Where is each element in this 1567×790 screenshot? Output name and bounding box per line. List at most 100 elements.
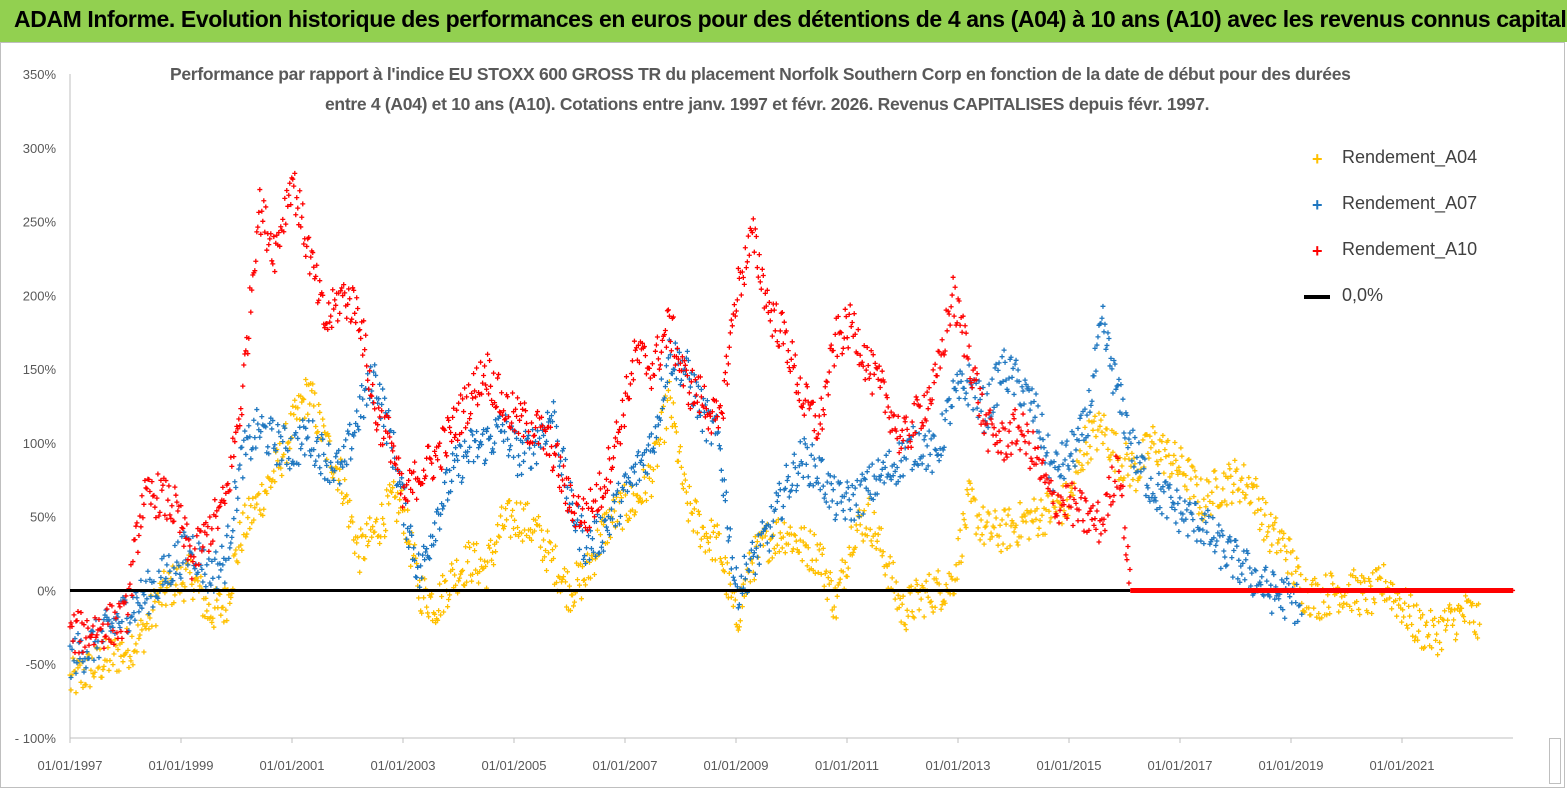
data-point: [217, 561, 223, 567]
data-point: [1269, 610, 1275, 616]
data-point: [262, 229, 268, 235]
data-point: [1408, 592, 1414, 598]
data-point: [646, 475, 652, 481]
data-point: [368, 392, 374, 398]
data-point: [257, 187, 263, 193]
data-point: [303, 425, 309, 431]
data-point: [650, 445, 656, 451]
data-point: [757, 542, 763, 548]
data-point: [547, 416, 553, 422]
data-point: [1147, 433, 1153, 439]
data-point: [193, 562, 199, 568]
data-point: [920, 453, 926, 459]
data-point: [460, 475, 466, 481]
data-point: [1096, 539, 1102, 545]
data-point: [581, 577, 587, 583]
data-point: [646, 434, 652, 440]
data-point: [339, 459, 345, 465]
data-point: [1110, 499, 1116, 505]
data-point: [884, 474, 890, 480]
report-banner: ADAM Informe. Evolution historique des p…: [0, 0, 1567, 42]
data-point: [505, 394, 511, 400]
data-point: [730, 603, 736, 609]
data-point: [915, 462, 921, 468]
data-point: [658, 376, 664, 382]
data-point: [961, 353, 967, 359]
data-point: [1084, 451, 1090, 457]
data-point: [860, 511, 866, 517]
data-point: [301, 396, 307, 402]
data-point: [453, 445, 459, 451]
data-point: [398, 491, 404, 497]
data-point: [959, 371, 965, 377]
data-point: [1367, 578, 1373, 584]
data-point: [364, 521, 370, 527]
data-point: [224, 618, 230, 624]
data-point: [1066, 466, 1072, 472]
data-point: [354, 540, 360, 546]
data-point: [618, 499, 624, 505]
data-point: [1346, 582, 1352, 588]
data-point: [220, 562, 226, 568]
data-point: [727, 526, 733, 532]
data-point: [1268, 511, 1274, 517]
data-point: [807, 528, 813, 534]
data-point: [321, 423, 327, 429]
data-point: [551, 464, 557, 470]
data-point: [850, 549, 856, 555]
data-point: [411, 545, 417, 551]
data-point: [172, 592, 178, 598]
data-point: [476, 580, 482, 586]
data-point: [1250, 484, 1256, 490]
data-point: [821, 583, 827, 589]
data-point: [1169, 471, 1175, 477]
data-point: [73, 670, 79, 676]
data-point: [535, 409, 541, 415]
data-point: [425, 610, 431, 616]
data-point: [558, 454, 564, 460]
data-point: [795, 390, 801, 396]
data-point: [253, 258, 259, 264]
data-point: [550, 467, 556, 473]
data-point: [833, 512, 839, 518]
data-point: [591, 514, 597, 520]
data-point: [782, 550, 788, 556]
data-point: [752, 226, 758, 232]
data-point: [232, 479, 238, 485]
data-point: [985, 448, 991, 454]
data-point: [504, 517, 510, 523]
data-point: [1050, 500, 1056, 506]
data-point: [358, 526, 364, 532]
data-point: [1437, 639, 1443, 645]
data-point: [954, 371, 960, 377]
data-point: [195, 569, 201, 575]
data-point: [652, 440, 658, 446]
data-point: [466, 458, 472, 464]
data-point: [483, 382, 489, 388]
data-point: [240, 475, 246, 481]
data-point: [534, 461, 540, 467]
data-point: [794, 381, 800, 387]
data-point: [694, 414, 700, 420]
data-point: [903, 456, 909, 462]
data-point: [443, 450, 449, 456]
data-point: [500, 412, 506, 418]
data-point: [1011, 416, 1017, 422]
resize-handle[interactable]: [1549, 738, 1561, 784]
y-tick-label: -50%: [26, 657, 57, 672]
x-axis-ticks: 01/01/1997 01/01/1999 01/01/2001 01/01/2003…: [37, 738, 1435, 773]
data-point: [492, 400, 498, 406]
data-point: [771, 546, 777, 552]
data-point: [218, 567, 224, 573]
data-point: [357, 394, 363, 400]
data-point: [1266, 524, 1272, 530]
data-point: [786, 494, 792, 500]
data-point: [1112, 361, 1118, 367]
data-point: [1199, 516, 1205, 522]
data-point: [807, 481, 813, 487]
data-point: [577, 561, 583, 567]
data-point: [219, 543, 225, 549]
data-point: [1325, 592, 1331, 598]
data-point: [187, 570, 193, 576]
data-point: [1079, 490, 1085, 496]
